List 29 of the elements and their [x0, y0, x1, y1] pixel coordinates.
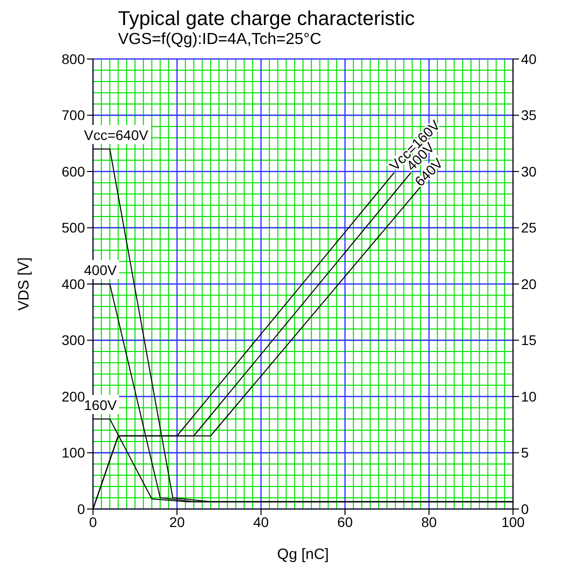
- x-tick-label: 60: [337, 514, 353, 530]
- y-tick-label: 200: [62, 388, 86, 404]
- y2-tick-label: 35: [521, 107, 537, 124]
- y2-tick-label: 15: [521, 332, 537, 348]
- y2-tick-label: 40: [521, 50, 537, 67]
- y-tick-label: 500: [62, 220, 86, 236]
- y2-tick-label: 30: [521, 163, 537, 180]
- annotation: Vcc=640V: [84, 127, 149, 143]
- y2-tick-label: 5: [521, 444, 529, 461]
- x-tick-label: 0: [89, 514, 98, 530]
- x-tick-label: 80: [421, 514, 437, 530]
- y-tick-label: 600: [62, 163, 86, 180]
- y2-tick-label: 10: [521, 388, 537, 404]
- x-tick-label: 20: [169, 514, 185, 530]
- annotation: 160V: [84, 397, 118, 413]
- y-axis-title: VDS [V]: [15, 257, 32, 311]
- x-tick-label: 40: [253, 514, 269, 530]
- x-axis-title: Qg [nC]: [277, 546, 329, 563]
- y-tick-label: 700: [62, 107, 86, 124]
- y-tick-label: 800: [62, 50, 86, 67]
- y-tick-label: 100: [62, 444, 86, 461]
- chart-subtitle: VGS=f(Qg):ID=4A,Tch=25°C: [118, 31, 322, 49]
- y-tick-label: 400: [62, 276, 86, 292]
- y-tick-label: 300: [62, 332, 86, 348]
- y2-tick-label: 20: [521, 276, 537, 292]
- y-tick-label: 0: [77, 500, 86, 517]
- y2-tick-label: 25: [521, 220, 537, 236]
- annotation: 400V: [84, 262, 118, 278]
- chart-title: Typical gate charge characteristic: [118, 8, 416, 31]
